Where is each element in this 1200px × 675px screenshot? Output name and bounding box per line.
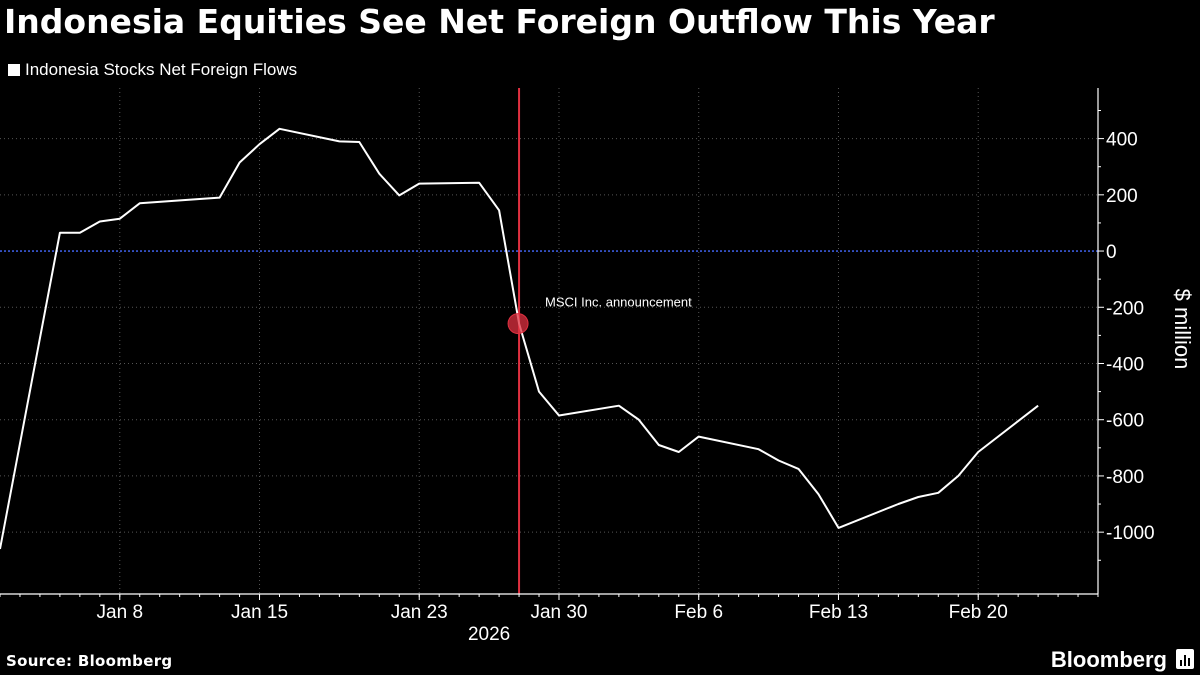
x-tick-label: Feb 13 — [809, 602, 868, 623]
legend-label: Indonesia Stocks Net Foreign Flows — [25, 60, 298, 79]
chart-title: Indonesia Equities See Net Foreign Outfl… — [4, 2, 995, 41]
tick-labels: 400 200 0 -200 -400 -600 -800 -1000 Jan 8 Jan 15 J… — [97, 130, 1195, 645]
bloomberg-logo-icon — [1176, 649, 1194, 669]
annotation-label: MSCI Inc. announcement — [545, 295, 692, 310]
event-marker — [507, 313, 529, 335]
x-tick-label: Jan 8 — [97, 602, 143, 623]
y-tick-label: -800 — [1106, 467, 1144, 488]
legend: Indonesia Stocks Net Foreign Flows — [8, 60, 297, 80]
x-tick-label: Feb 20 — [949, 602, 1008, 623]
annotation-layer: MSCI Inc. announcement — [507, 295, 692, 335]
y-tick-label: 400 — [1106, 130, 1138, 151]
x-tick-label: Jan 30 — [530, 602, 587, 623]
y-tick-label: -200 — [1106, 298, 1144, 319]
brand-logo: Bloomberg — [1050, 647, 1167, 672]
legend-swatch — [8, 64, 20, 76]
x-tick-label: Feb 6 — [674, 602, 723, 623]
y-tick-label: -600 — [1106, 411, 1144, 432]
y-tick-label: -400 — [1106, 354, 1144, 375]
x-year-label: 2026 — [468, 624, 510, 645]
y-axis-title: $ million — [1170, 289, 1195, 370]
x-tick-label: Jan 15 — [231, 602, 288, 623]
grid — [0, 88, 1098, 594]
x-tick-label: Jan 23 — [391, 602, 448, 623]
y-tick-label: 0 — [1106, 242, 1117, 263]
y-tick-label: -1000 — [1106, 523, 1155, 544]
y-tick-label: 200 — [1106, 186, 1138, 207]
source-note: Source: Bloomberg — [6, 652, 173, 670]
axes — [0, 88, 1104, 600]
